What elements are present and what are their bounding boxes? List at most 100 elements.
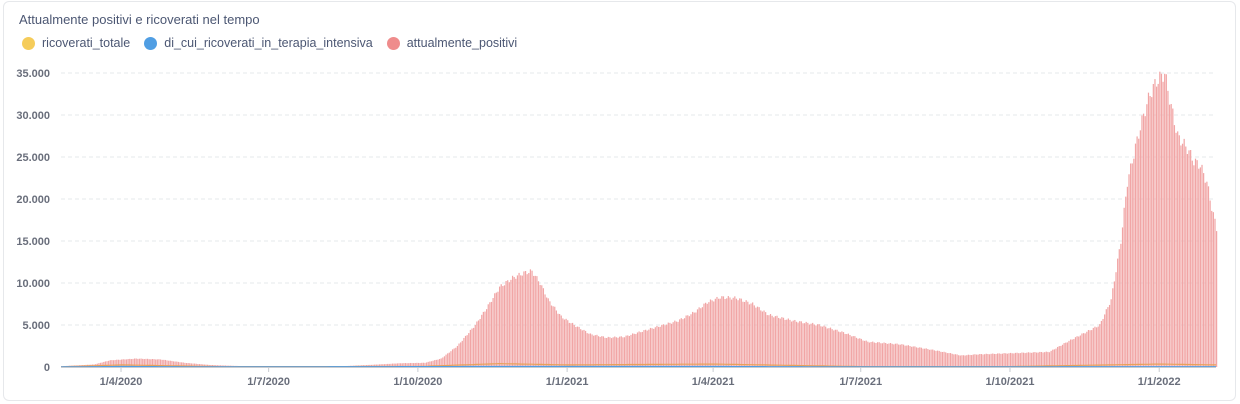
- bar-attualmente-positivi: [1070, 339, 1072, 367]
- bar-attualmente-positivi: [696, 309, 699, 367]
- bar-attualmente-positivi: [158, 359, 160, 367]
- bar-attualmente-positivi: [614, 336, 616, 367]
- bar-attualmente-positivi: [194, 363, 196, 367]
- legend-item-ricoverati-totale[interactable]: ricoverati_totale: [22, 36, 130, 50]
- bar-attualmente-positivi: [656, 325, 658, 367]
- bar-attualmente-positivi: [1089, 330, 1091, 367]
- bar-attualmente-positivi: [533, 275, 535, 367]
- bar-attualmente-positivi: [818, 324, 820, 367]
- bar-attualmente-positivi: [945, 352, 947, 367]
- x-tick-label: 1/7/2020: [247, 376, 290, 388]
- bar-attualmente-positivi: [778, 317, 780, 367]
- bar-attualmente-positivi: [559, 313, 561, 367]
- bar-attualmente-positivi: [1162, 81, 1164, 367]
- bar-attualmente-positivi: [155, 359, 157, 367]
- bar-attualmente-positivi: [1099, 324, 1101, 367]
- bar-attualmente-positivi: [108, 360, 110, 367]
- bar-attualmente-positivi: [477, 320, 480, 367]
- bar-attualmente-positivi: [507, 280, 509, 367]
- bar-attualmente-positivi: [497, 291, 499, 367]
- bar-attualmente-positivi: [784, 319, 786, 367]
- bar-attualmente-positivi: [765, 312, 767, 367]
- bar-attualmente-positivi: [380, 364, 382, 367]
- bar-attualmente-positivi: [198, 364, 201, 367]
- bar-attualmente-positivi: [619, 336, 621, 367]
- bar-attualmente-positivi: [531, 270, 533, 367]
- bar-attualmente-positivi: [898, 344, 900, 367]
- bar-attualmente-positivi: [500, 284, 502, 367]
- bar-attualmente-positivi: [498, 286, 501, 367]
- bar-attualmente-positivi: [672, 322, 674, 367]
- bar-attualmente-positivi: [1013, 353, 1015, 367]
- bar-attualmente-positivi: [432, 360, 434, 367]
- bar-attualmente-positivi: [967, 354, 970, 367]
- bar-attualmente-positivi: [922, 348, 924, 367]
- bar-attualmente-positivi: [200, 364, 202, 367]
- bar-attualmente-positivi: [998, 353, 1000, 367]
- bar-attualmente-positivi: [445, 354, 447, 367]
- legend: ricoverati_totale di_cui_ricoverati_in_t…: [22, 36, 517, 50]
- bar-attualmente-positivi: [434, 360, 436, 367]
- bar-attualmente-positivi: [709, 299, 712, 367]
- bar-attualmente-positivi: [396, 363, 399, 367]
- bar-attualmente-positivi: [1074, 337, 1077, 367]
- bar-attualmente-positivi: [719, 298, 721, 367]
- bar-attualmente-positivi: [860, 338, 862, 367]
- bar-attualmente-positivi: [1045, 351, 1047, 367]
- series-line-di-cui-ricoverati-in-terapia-intensiva: [60, 365, 1216, 368]
- bar-attualmente-positivi: [584, 330, 587, 367]
- bar-attualmente-positivi: [575, 326, 577, 367]
- bar-attualmente-positivi: [104, 361, 107, 367]
- bar-attualmente-positivi: [205, 364, 207, 367]
- bar-attualmente-positivi: [541, 285, 543, 367]
- x-tick-label: 1/4/2021: [692, 376, 735, 388]
- bar-attualmente-positivi: [670, 323, 673, 367]
- bar-attualmente-positivi: [711, 300, 713, 367]
- bar-attualmente-positivi: [377, 364, 379, 367]
- bar-attualmente-positivi: [1104, 314, 1106, 367]
- bar-attualmente-positivi: [993, 353, 995, 367]
- bar-attualmente-positivi: [106, 361, 108, 367]
- bar-attualmente-positivi: [985, 353, 987, 367]
- bar-attualmente-positivi: [492, 298, 494, 367]
- bar-attualmente-positivi: [117, 359, 119, 367]
- bar-attualmente-positivi: [406, 363, 408, 367]
- bar-attualmente-positivi: [899, 344, 901, 367]
- bar-attualmente-positivi: [789, 319, 791, 367]
- bar-attualmente-positivi: [1123, 207, 1125, 367]
- bar-attualmente-positivi: [753, 305, 755, 367]
- bar-attualmente-positivi: [661, 324, 663, 367]
- bar-attualmente-positivi: [1146, 104, 1148, 368]
- bar-attualmente-positivi: [172, 361, 175, 367]
- bar-attualmente-positivi: [385, 363, 387, 367]
- bar-attualmente-positivi: [1026, 352, 1028, 367]
- bar-attualmente-positivi: [148, 359, 150, 367]
- bar-attualmente-positivi: [799, 321, 801, 367]
- bar-attualmente-positivi: [1071, 339, 1073, 367]
- bar-attualmente-positivi: [403, 363, 405, 367]
- bar-attualmente-positivi: [1133, 158, 1135, 367]
- bar-attualmente-positivi: [1040, 351, 1043, 367]
- bar-attualmente-positivi: [593, 335, 595, 367]
- bar-attualmente-positivi: [1201, 164, 1203, 367]
- bar-attualmente-positivi: [116, 359, 118, 367]
- bar-attualmente-positivi: [980, 354, 982, 367]
- bar-attualmente-positivi: [974, 354, 976, 367]
- bar-attualmente-positivi: [451, 349, 454, 367]
- bar-attualmente-positivi: [163, 359, 165, 367]
- legend-item-attualmente-positivi[interactable]: attualmente_positivi: [386, 36, 517, 50]
- bar-attualmente-positivi: [174, 361, 176, 367]
- chart-title: Attualmente positivi e ricoverati nel te…: [19, 12, 260, 27]
- bar-attualmente-positivi: [606, 338, 608, 367]
- bar-attualmente-positivi: [752, 302, 754, 367]
- legend-item-terapia-intensiva[interactable]: di_cui_ricoverati_in_terapia_intensiva: [144, 36, 373, 50]
- bar-attualmente-positivi: [779, 318, 781, 367]
- bar-attualmente-positivi: [1053, 349, 1055, 367]
- bar-attualmente-positivi: [156, 359, 158, 367]
- bar-attualmente-positivi: [1092, 327, 1094, 367]
- bar-attualmente-positivi: [1029, 352, 1031, 367]
- bar-attualmente-positivi: [854, 336, 856, 367]
- bar-attualmente-positivi: [1065, 342, 1067, 367]
- bar-attualmente-positivi: [902, 344, 905, 367]
- bar-attualmente-positivi: [802, 323, 804, 367]
